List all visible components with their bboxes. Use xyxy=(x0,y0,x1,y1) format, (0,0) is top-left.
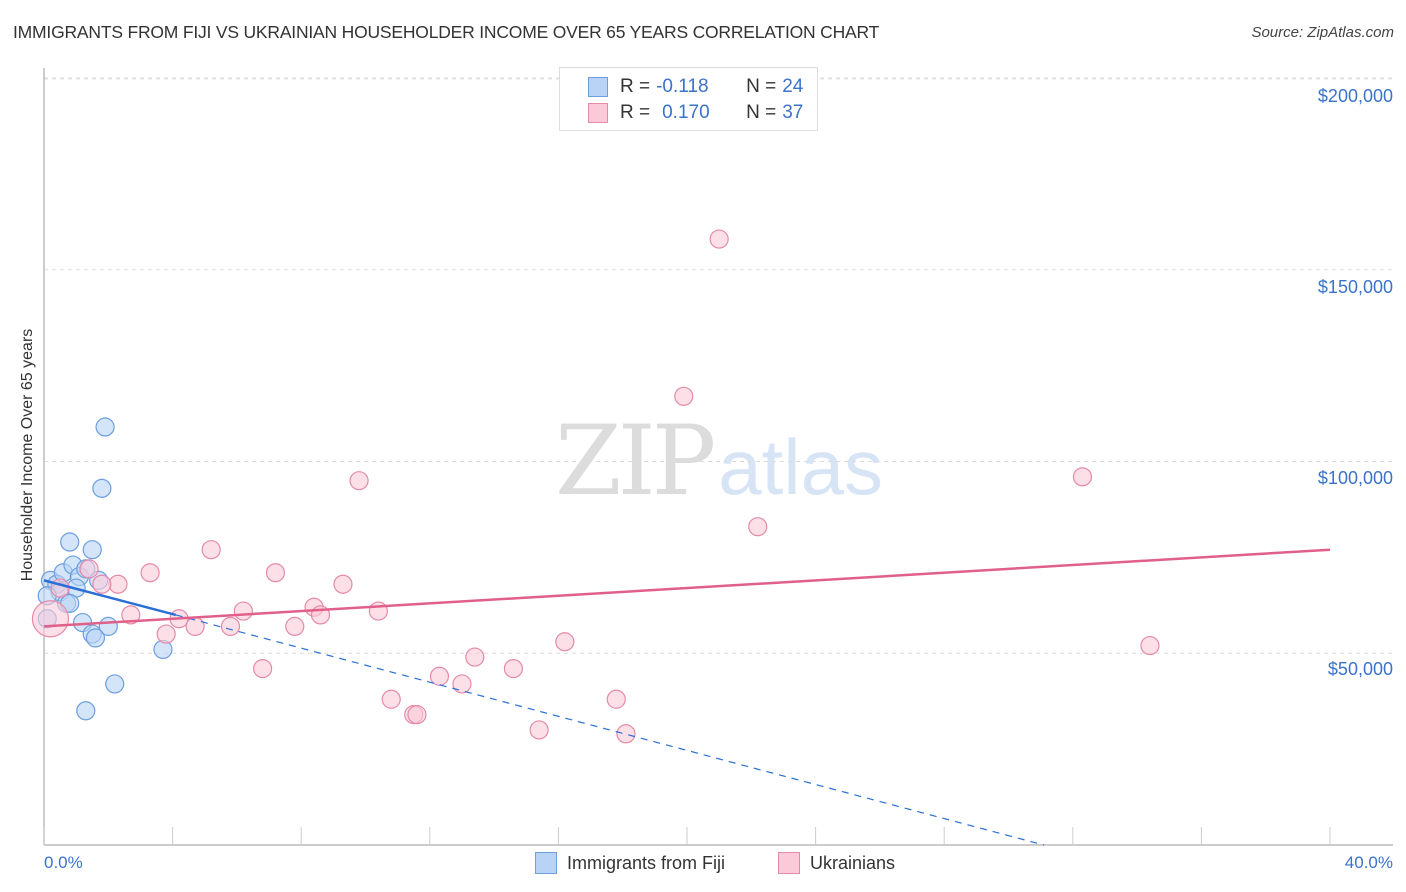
ukrainians-data-point xyxy=(429,666,450,686)
x-tick-max: 40.0% xyxy=(1344,853,1393,872)
ukrainians-data-point xyxy=(79,559,99,579)
ukrainians-data-point xyxy=(503,658,523,679)
ukrainians-swatch-icon xyxy=(588,103,608,123)
ukrainians-data-point xyxy=(108,574,128,594)
ukrainians-data-point xyxy=(201,540,221,560)
y-tick-150000: $150,000 xyxy=(1317,277,1393,297)
fiji-data-point xyxy=(76,701,96,721)
fiji-data-point xyxy=(105,674,125,694)
ukrainians-data-point xyxy=(333,574,353,594)
source-label: Source: ZipAtlas.com xyxy=(1251,24,1394,41)
ukrainians-data-point xyxy=(748,517,768,537)
fiji-data-point xyxy=(82,540,102,560)
chart-title: IMMIGRANTS FROM FIJI VS UKRAINIAN HOUSEH… xyxy=(13,22,880,42)
ukrainians-data-point xyxy=(709,229,729,249)
ukrainians-data-point xyxy=(285,616,305,637)
ukrainians-data-point xyxy=(220,616,241,637)
ukrainians-data-point xyxy=(265,563,286,583)
ukrainians-data-point xyxy=(606,689,626,709)
y-tick-100000: $100,000 xyxy=(1317,468,1393,488)
ukrainians-trend-line xyxy=(43,548,1331,628)
y-tick-200000: $200,000 xyxy=(1317,86,1393,106)
legend-row-ukrainians: R = 0.170 N = 37 xyxy=(588,101,803,125)
legend-row-fiji: R = -0.118 N = 24 xyxy=(588,75,803,99)
ukrainians-data-point xyxy=(674,386,694,406)
ukrainians-data-point xyxy=(407,705,427,725)
ukrainians-data-point xyxy=(349,471,369,491)
ukrainians-data-point xyxy=(156,624,176,644)
fiji-data-point xyxy=(92,478,112,498)
fiji-trend-line xyxy=(43,579,177,617)
fiji-data-point xyxy=(60,532,80,552)
ukrainians-data-point xyxy=(555,632,575,652)
fiji-legend-swatch-icon xyxy=(535,852,557,874)
ukrainians-data-point xyxy=(121,605,141,625)
correlation-legend: R = -0.118 N = 24 R = 0.170 N = 37 xyxy=(559,67,818,131)
fiji-n-value: 24 xyxy=(782,76,804,97)
fiji-data-point xyxy=(85,628,106,648)
ukrainians-data-point xyxy=(368,601,388,621)
ukrainians-legend-swatch-icon xyxy=(778,852,800,874)
fiji-trend-extension xyxy=(175,614,1045,846)
ukrainians-data-point xyxy=(1072,467,1093,487)
ukrainians-data-point xyxy=(529,720,549,740)
fiji-data-point xyxy=(95,417,115,437)
ukrainians-data-point xyxy=(233,601,253,621)
ukrainians-data-point xyxy=(31,600,70,638)
x-tick-min: 0.0% xyxy=(44,853,83,872)
legend-item-fiji[interactable]: Immigrants from Fiji xyxy=(535,852,725,874)
ukrainians-data-point xyxy=(381,689,401,709)
ukrainians-data-point xyxy=(465,647,485,667)
ukrainians-data-point xyxy=(253,658,273,679)
ukrainians-data-point xyxy=(92,574,112,594)
ukrainians-n-value: 37 xyxy=(782,102,804,123)
ukrainians-data-point xyxy=(1140,635,1160,656)
ukrainians-data-point xyxy=(452,674,472,694)
fiji-r-value: -0.118 xyxy=(656,76,709,97)
ukrainians-r-value: 0.170 xyxy=(662,102,710,123)
y-axis-label: Householder Income Over 65 years xyxy=(19,328,36,582)
ukrainians-data-point xyxy=(140,563,160,583)
ukrainians-data-point xyxy=(616,724,636,744)
legend-item-ukrainians[interactable]: Ukrainians xyxy=(778,852,895,874)
fiji-swatch-icon xyxy=(588,77,608,97)
y-tick-50000: $50,000 xyxy=(1327,659,1393,679)
